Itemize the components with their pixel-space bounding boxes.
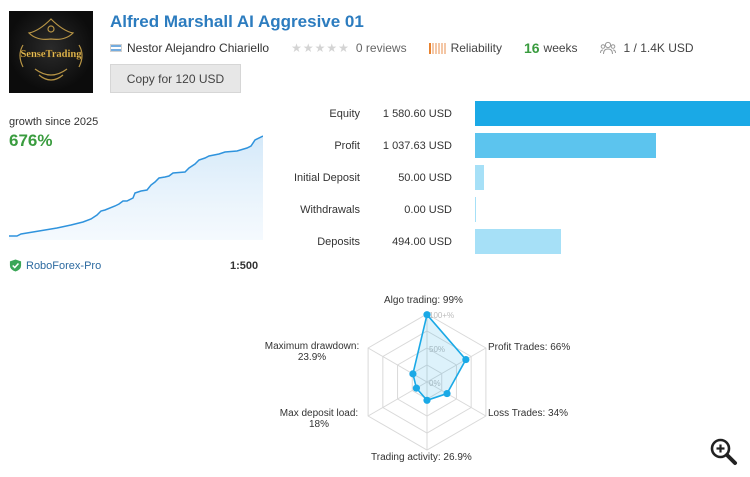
- broker-link[interactable]: RoboForex-Pro: [9, 259, 101, 272]
- star-icon: ★: [302, 41, 315, 55]
- radar-label-max-deposit-load-value: 18%: [308, 419, 329, 430]
- stat-value-initial-deposit: 50.00 USD: [398, 172, 452, 184]
- growth-chart: [9, 135, 263, 240]
- product-title[interactable]: Alfred Marshall AI Aggresive 01: [110, 12, 364, 31]
- stat-bar-equity: [475, 101, 750, 126]
- radar-label-max-deposit-load: Max deposit load: 18%: [278, 408, 360, 430]
- growth-line: [9, 135, 263, 237]
- radar-point-3: [423, 396, 431, 404]
- reliability-label: Reliability: [450, 41, 502, 55]
- growth-label: growth since 2025: [9, 116, 99, 128]
- product-meta-row: Nestor Alejandro Chiariello ★★★★★ 0 revi…: [110, 40, 694, 56]
- subscribers-count: 1 / 1.4K USD: [623, 41, 694, 55]
- rating-stars: ★★★★★: [291, 41, 350, 55]
- radar-axis-1: [426, 347, 487, 383]
- radar-point-4: [412, 384, 420, 392]
- star-icon: ★: [314, 41, 327, 55]
- radar-point-2: [443, 389, 451, 398]
- growth-area: [9, 136, 263, 240]
- radar-label-max-deposit-load-title: Max deposit load:: [279, 408, 359, 419]
- star-icon: ★: [291, 41, 303, 55]
- radar-label-algo-trading: Algo trading: 99%: [384, 295, 463, 306]
- radar-label-loss-trades: Loss Trades: 34%: [488, 408, 569, 419]
- zoom-in-icon[interactable]: [709, 437, 738, 466]
- radar-label-profit-trades: Profit Trades: 66%: [488, 342, 571, 353]
- stat-label-profit: Profit: [334, 140, 360, 152]
- radar-axis-5: [367, 347, 428, 383]
- leverage-value: 1:500: [230, 260, 259, 272]
- stat-bar-withdrawals: [475, 197, 476, 222]
- radar-point-0: [423, 311, 431, 319]
- star-icon: ★: [338, 41, 350, 55]
- radar-axis-2: [426, 381, 487, 417]
- stat-label-withdrawals: Withdrawals: [300, 204, 360, 216]
- stat-bar-profit: [475, 133, 656, 158]
- radar-data-polygon: [412, 312, 467, 402]
- stat-value-profit: 1 037.63 USD: [382, 140, 452, 152]
- weeks-label: weeks: [543, 41, 578, 55]
- product-logo: SenseTrading: [9, 11, 93, 93]
- author-link[interactable]: Nestor Alejandro Chiariello: [127, 41, 270, 55]
- radar-label-trading-activity: Trading activity: 26.9%: [371, 452, 472, 463]
- radar-label-max-drawdown-title: Maximum drawdown:: [264, 341, 360, 352]
- radar-point-1: [462, 355, 470, 364]
- radar-scale-label-0: 100+%: [429, 311, 454, 320]
- radar-scale-label-1: 50%: [429, 345, 445, 354]
- stat-label-equity: Equity: [329, 108, 360, 120]
- stat-label-deposits: Deposits: [317, 236, 360, 248]
- radar-chart: 100+% 50% 0%: [367, 311, 487, 451]
- radar-label-max-drawdown-value: 23.9%: [297, 352, 327, 363]
- radar-point-5: [409, 370, 417, 378]
- argentina-flag-icon: [110, 44, 122, 52]
- star-icon: ★: [326, 41, 339, 55]
- stat-bar-deposits: [475, 229, 561, 254]
- stat-value-equity: 1 580.60 USD: [382, 108, 452, 120]
- subscribers-icon: [599, 41, 616, 55]
- stat-bar-initial-deposit: [475, 165, 484, 190]
- reliability-bars-icon: [428, 42, 446, 54]
- stat-value-withdrawals: 0.00 USD: [404, 204, 452, 216]
- copy-button[interactable]: Copy for 120 USD: [110, 64, 241, 93]
- shield-check-icon: [9, 259, 22, 272]
- radar-scale-label-2: 0%: [429, 379, 441, 388]
- weeks-value: 16: [523, 40, 540, 56]
- growth-value: 676%: [9, 131, 53, 150]
- stat-label-initial-deposit: Initial Deposit: [293, 172, 360, 184]
- logo-text: SenseTrading: [20, 49, 82, 60]
- stat-value-deposits: 494.00 USD: [392, 236, 452, 248]
- reviews-link[interactable]: 0 reviews: [355, 41, 407, 55]
- radar-label-max-drawdown: Maximum drawdown: 23.9%: [259, 341, 365, 363]
- broker-name: RoboForex-Pro: [26, 259, 102, 272]
